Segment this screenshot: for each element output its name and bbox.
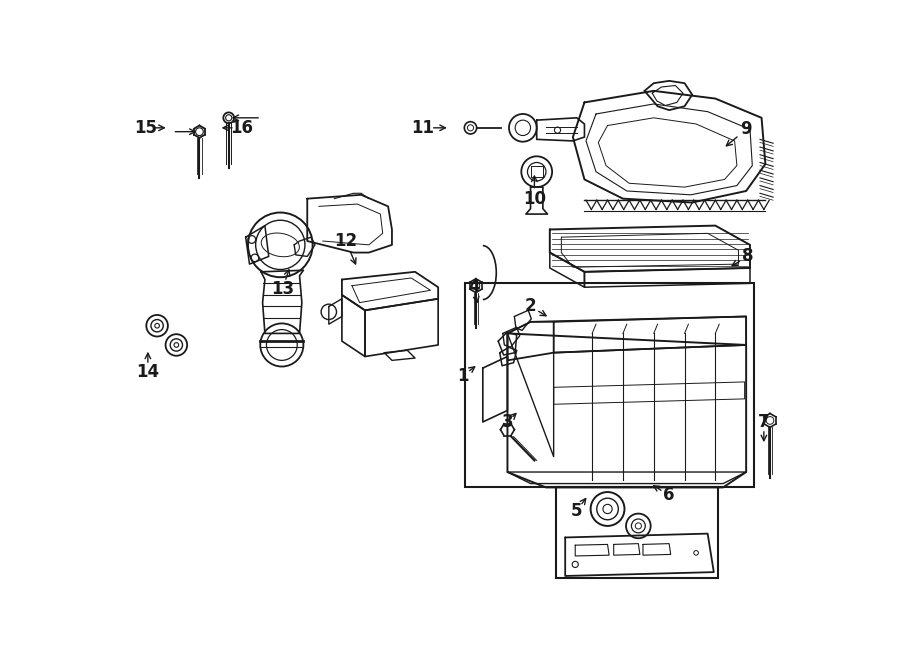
Text: 4: 4 (469, 278, 481, 296)
Text: 13: 13 (271, 280, 294, 297)
Text: 9: 9 (741, 120, 752, 138)
Text: 3: 3 (501, 413, 513, 431)
Text: 1: 1 (457, 367, 469, 385)
Text: 6: 6 (663, 486, 675, 504)
Circle shape (155, 323, 159, 328)
Text: 8: 8 (742, 247, 753, 266)
Bar (465, 284, 754, 487)
Bar (556, 487, 717, 578)
Text: 11: 11 (411, 119, 434, 137)
Circle shape (174, 342, 179, 347)
Text: 10: 10 (523, 190, 546, 208)
Text: 2: 2 (525, 297, 536, 315)
Text: 16: 16 (230, 119, 253, 137)
Text: 14: 14 (136, 363, 159, 381)
Text: 12: 12 (334, 232, 357, 250)
Text: 15: 15 (134, 119, 158, 137)
Text: 5: 5 (571, 502, 582, 520)
Text: 7: 7 (758, 413, 770, 431)
